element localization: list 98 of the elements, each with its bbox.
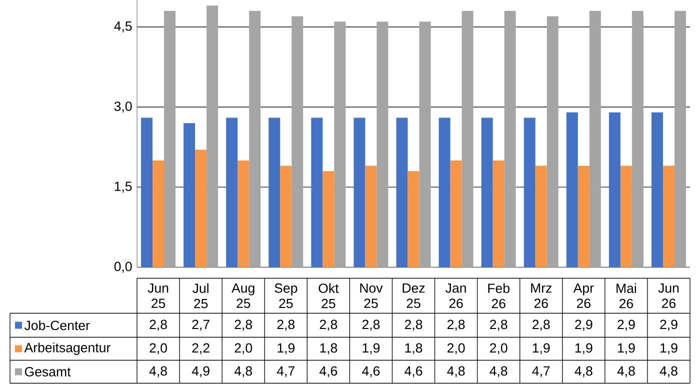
legend-label: Job-Center [24, 320, 90, 330]
x-tick-label: Nov 25 [360, 283, 383, 308]
x-tick-label: Apr 26 [573, 283, 594, 308]
bar [589, 10, 601, 268]
data-label: 2,0 [234, 343, 252, 354]
data-label: 4,6 [362, 366, 380, 378]
bar [662, 166, 674, 268]
x-tick-label: Jun 25 [148, 283, 168, 308]
bar [620, 166, 632, 268]
data-label: 2,8 [490, 320, 508, 331]
data-label: 4,8 [234, 366, 252, 378]
data-label: 4,8 [149, 366, 167, 378]
bar [608, 112, 620, 268]
bar [674, 10, 686, 268]
bar [419, 21, 431, 268]
bar [164, 10, 176, 268]
data-label: 1,8 [320, 343, 338, 354]
bar [438, 118, 450, 268]
bar [651, 112, 663, 268]
bar [292, 16, 304, 268]
bar [280, 166, 292, 268]
x-tick-label: Dez 25 [402, 283, 425, 308]
x-tick-label: Mrz 26 [531, 283, 552, 308]
x-tick-label: Sep 25 [274, 283, 298, 308]
x-tick-label: Jul 25 [192, 283, 208, 308]
bar [481, 118, 493, 268]
data-label: 2,8 [234, 320, 252, 331]
bar [311, 118, 323, 268]
bar [566, 112, 578, 268]
data-label: 1,9 [618, 343, 635, 354]
data-label: 4,8 [660, 366, 678, 378]
y-tick-label: 1,5 [114, 182, 132, 192]
x-tick-label: Okt 25 [318, 283, 339, 308]
bar [376, 21, 388, 268]
bar [354, 118, 366, 268]
x-tick-label: Jun 26 [658, 283, 679, 308]
data-label: 2,9 [618, 320, 635, 331]
data-label: 4,8 [574, 366, 592, 378]
data-label: 1,9 [532, 343, 550, 354]
data-label: 4,7 [532, 366, 550, 378]
data-label: 1,9 [362, 343, 380, 354]
data-label: 2,8 [447, 320, 465, 331]
bar [492, 160, 504, 268]
bar [238, 160, 250, 268]
bar [184, 122, 196, 268]
y-tick-label: 0,0 [114, 262, 132, 273]
data-label: 4,8 [447, 366, 465, 378]
bar [322, 171, 334, 268]
data-label: 2,0 [490, 343, 508, 354]
data-label: 2,2 [192, 343, 210, 354]
data-label: 4,8 [617, 366, 635, 378]
data-label: 4,8 [490, 366, 508, 378]
data-label: 1,9 [660, 343, 678, 354]
data-label: 2,8 [404, 320, 422, 331]
legend-label: Arbeitsagentur [24, 342, 110, 355]
bar [524, 118, 536, 268]
data-label: 2,9 [660, 320, 678, 331]
data-label: 2,0 [150, 343, 167, 354]
bar [546, 16, 558, 268]
bar [578, 166, 590, 268]
bar [268, 118, 280, 268]
data-label: 2,0 [447, 343, 465, 354]
data-label: 4,6 [404, 366, 422, 378]
bar [226, 118, 238, 268]
x-tick-label: Aug 25 [232, 283, 254, 308]
bar [632, 10, 644, 268]
legend-label: Gesamt [24, 366, 71, 376]
data-label: 2,8 [277, 320, 295, 331]
bar [462, 10, 474, 268]
bar [206, 5, 218, 268]
data-label: 1,9 [575, 343, 592, 354]
bar [396, 118, 408, 268]
bar [152, 160, 164, 268]
bar [535, 166, 547, 268]
x-tick-label: Feb 26 [488, 283, 510, 308]
y-tick-label: 3,0 [114, 101, 132, 112]
data-label: 4,9 [192, 366, 210, 378]
data-label: 4,6 [320, 366, 338, 378]
bar [504, 10, 516, 268]
x-tick-label: Mai 26 [616, 283, 636, 308]
data-label: 2,7 [192, 320, 210, 331]
data-label: 1,8 [405, 343, 422, 354]
bar [408, 171, 420, 268]
bar [365, 166, 377, 268]
bar [249, 10, 261, 268]
data-label: 1,9 [278, 343, 295, 354]
bar [450, 160, 462, 268]
data-label: 2,8 [532, 320, 550, 331]
bar [334, 21, 346, 268]
bar [195, 150, 207, 268]
data-label: 2,8 [320, 320, 338, 331]
bar [141, 118, 153, 268]
data-label: 4,7 [276, 366, 294, 378]
data-label: 2,8 [150, 320, 167, 331]
data-label: 2,8 [362, 320, 380, 331]
data-label: 2,9 [575, 320, 592, 331]
y-tick-label: 4,5 [114, 21, 132, 32]
x-tick-label: Jan 26 [446, 283, 466, 308]
